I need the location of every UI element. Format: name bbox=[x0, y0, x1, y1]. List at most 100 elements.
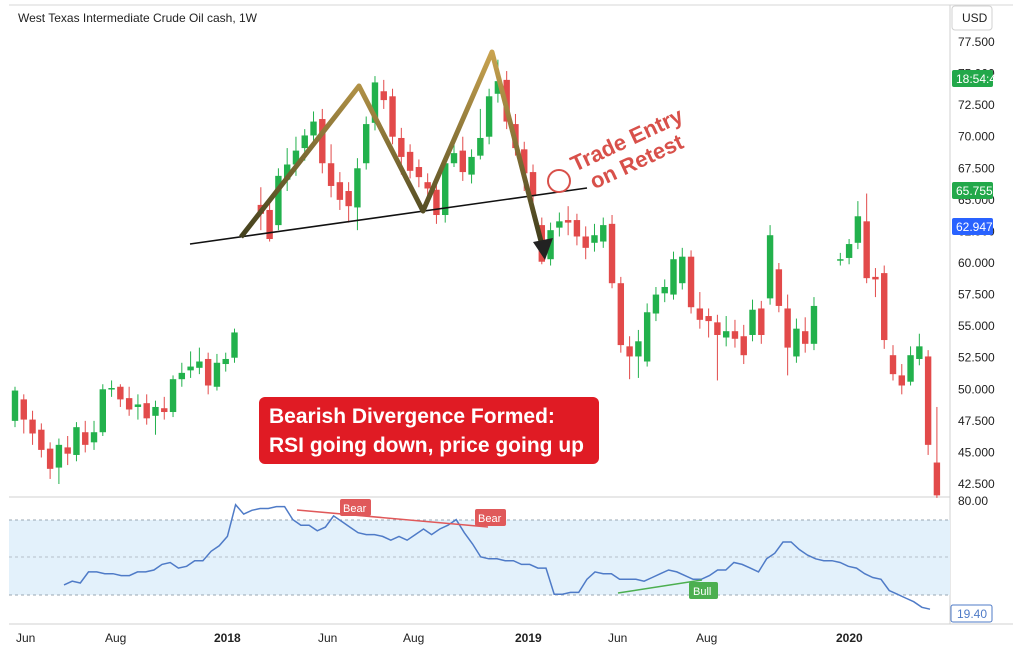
candle-body bbox=[635, 341, 642, 357]
candle-body bbox=[389, 96, 396, 137]
time-tick-aug-2019: Aug bbox=[696, 631, 717, 645]
candle-body bbox=[406, 151, 414, 171]
bull-divergence-line bbox=[617, 579, 703, 594]
price-tick: 50.000 bbox=[958, 382, 995, 396]
candle-body bbox=[275, 175, 282, 226]
countdown-label: 18:54:41 bbox=[956, 72, 1003, 86]
candle-body bbox=[169, 379, 177, 413]
candle-body bbox=[617, 283, 625, 346]
candle-body bbox=[152, 406, 159, 416]
candle-body bbox=[749, 309, 756, 335]
candle-body bbox=[442, 163, 449, 216]
candle-body bbox=[327, 163, 335, 186]
candle-body bbox=[64, 447, 71, 454]
candle-body bbox=[161, 408, 168, 413]
candle-body bbox=[863, 221, 870, 279]
time-tick-jun-2019: Jun bbox=[608, 631, 627, 645]
candle-body bbox=[556, 221, 563, 228]
candle-body bbox=[837, 259, 844, 261]
price-tick: 57.500 bbox=[958, 288, 995, 302]
time-tick-jun-2018: Jun bbox=[318, 631, 337, 645]
callout-line1: Bearish Divergence Formed: bbox=[269, 405, 555, 428]
time-tick-aug-2017: Aug bbox=[105, 631, 126, 645]
bear-marker-1 bbox=[340, 499, 371, 516]
candle-body bbox=[907, 355, 914, 382]
candle-body bbox=[371, 82, 379, 123]
candle-body bbox=[687, 256, 695, 308]
candle-body bbox=[494, 81, 502, 94]
candle-body bbox=[292, 150, 300, 165]
candle-body bbox=[125, 398, 133, 410]
countdown-badge bbox=[952, 70, 993, 87]
candle-body bbox=[854, 216, 862, 243]
candle-body bbox=[845, 244, 853, 258]
price-tick: 77.500 bbox=[958, 35, 995, 49]
bull-marker bbox=[689, 582, 718, 599]
candle-body bbox=[46, 448, 54, 469]
candle-body bbox=[143, 403, 150, 419]
candle-body bbox=[661, 286, 668, 294]
candle-body bbox=[582, 236, 589, 248]
candle-body bbox=[354, 168, 361, 208]
candle-body bbox=[450, 153, 458, 164]
price-tick: 70.000 bbox=[958, 130, 995, 144]
candle-body bbox=[468, 156, 475, 175]
candle-body bbox=[459, 150, 466, 173]
candle-body bbox=[643, 312, 651, 362]
candlestick-series bbox=[11, 59, 941, 498]
candle-body bbox=[547, 230, 554, 260]
candle-body bbox=[424, 182, 431, 189]
price-tick: 72.500 bbox=[958, 98, 995, 112]
candle-body bbox=[283, 164, 291, 180]
candle-body bbox=[705, 316, 712, 322]
candle-body bbox=[933, 462, 941, 496]
candle-body bbox=[766, 235, 774, 299]
candle-body bbox=[134, 404, 142, 407]
candle-body bbox=[714, 322, 721, 335]
candle-body bbox=[477, 137, 484, 156]
candle-body bbox=[55, 444, 63, 468]
candle-body bbox=[670, 259, 677, 295]
candle-body bbox=[38, 429, 45, 450]
time-tick-2018: 2018 bbox=[214, 631, 241, 645]
candle-body bbox=[573, 220, 581, 237]
rsi-top-tick: 80.00 bbox=[958, 494, 988, 508]
bear-divergence-line bbox=[296, 509, 489, 528]
time-tick-jun-2017: Jun bbox=[16, 631, 35, 645]
neckline bbox=[189, 187, 588, 245]
candle-body bbox=[775, 269, 783, 306]
candle-body bbox=[802, 331, 809, 344]
candle-body bbox=[196, 361, 203, 368]
candle-body bbox=[758, 308, 765, 335]
currency-button-box[interactable] bbox=[951, 5, 993, 31]
price-axis-ticks: 77.50075.00072.50070.00067.50065.00062.5… bbox=[958, 35, 995, 491]
rsi-line bbox=[63, 503, 931, 610]
price-tick: 42.500 bbox=[958, 477, 995, 491]
blue-price-label: 62.947 bbox=[956, 220, 993, 234]
price-tick: 60.000 bbox=[958, 256, 995, 270]
candle-body bbox=[204, 358, 212, 386]
candle-body bbox=[82, 432, 89, 445]
bear-marker-1-label: Bear bbox=[343, 503, 367, 515]
price-tick: 52.500 bbox=[958, 351, 995, 365]
candle-body bbox=[898, 375, 905, 386]
candle-body bbox=[380, 91, 387, 101]
callout-line2: RSI going down, price going up bbox=[269, 434, 584, 457]
candle-body bbox=[231, 332, 238, 358]
candle-body bbox=[11, 390, 19, 421]
time-tick-aug-2018: Aug bbox=[403, 631, 424, 645]
candle-body bbox=[784, 308, 791, 348]
candle-body bbox=[881, 273, 888, 341]
candle-body bbox=[398, 137, 405, 157]
bear-marker-2-label: Bear bbox=[478, 513, 502, 525]
rsi-current-badge bbox=[950, 604, 993, 623]
candle-body bbox=[608, 223, 616, 284]
double-top-pattern bbox=[239, 49, 546, 250]
currency-button[interactable]: USD bbox=[962, 11, 988, 25]
candle-body bbox=[722, 331, 730, 338]
candle-body bbox=[336, 182, 344, 200]
candle-body bbox=[319, 119, 326, 164]
candle-body bbox=[29, 419, 36, 434]
